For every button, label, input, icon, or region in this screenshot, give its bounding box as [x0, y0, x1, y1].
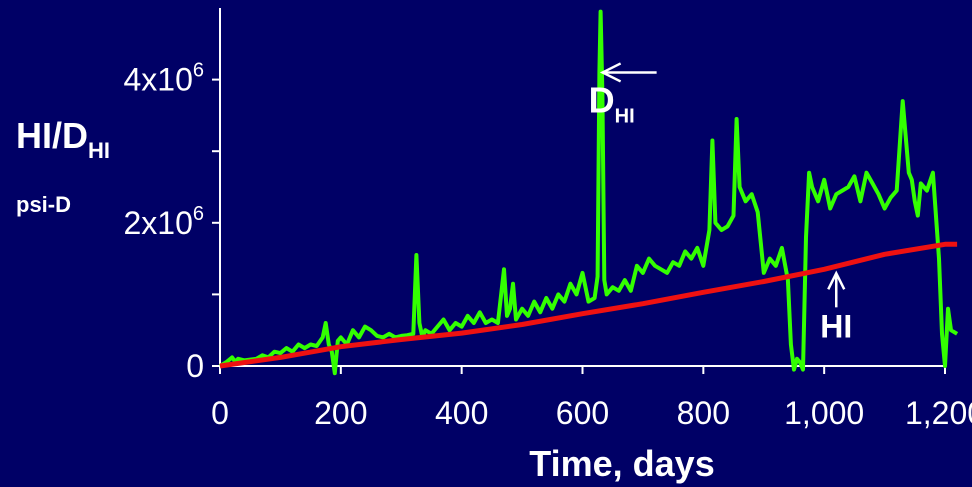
x-tick-label: 0 — [211, 395, 229, 431]
y-tick-label: 4x106 — [123, 60, 204, 98]
x-tick-label: 1,000 — [784, 395, 864, 431]
y-tick-label-base: 4x10 — [123, 62, 192, 98]
y-tick-label-base: 2x10 — [123, 205, 192, 241]
x-tick-label: 800 — [677, 395, 730, 431]
y-tick-label-exp: 6 — [193, 203, 204, 225]
y-tick-label: 0 — [186, 348, 204, 384]
x-axis: 0 200 400 600 800 1,000 1,200 — [211, 366, 972, 431]
y-axis-label-main: HI/D — [16, 115, 88, 156]
x-tick-label: 600 — [556, 395, 609, 431]
annotation-arrowhead-dhi — [599, 62, 622, 83]
y-axis-label: HI/DHI — [16, 115, 110, 163]
x-tick-label: 200 — [314, 395, 367, 431]
x-tick-label: 400 — [435, 395, 488, 431]
annotations: DHI HI — [589, 62, 852, 344]
annotation-arrowhead-hi — [827, 270, 846, 290]
y-axis-label-sub: HI — [88, 138, 110, 163]
series-group — [218, 9, 959, 376]
annotation-label-hi: HI — [820, 308, 852, 344]
x-axis-label: Time, days — [529, 443, 714, 484]
y-tick-label: 2x106 — [123, 203, 204, 241]
y-tick-label-exp: 6 — [193, 60, 204, 82]
y-tick-label-base: 0 — [186, 348, 204, 384]
y-axis-units: psi-D — [16, 192, 71, 217]
x-tick-label: 1,200 — [905, 395, 972, 431]
series-line-hi — [219, 241, 958, 369]
annotation-label-dhi: DHI — [589, 79, 635, 127]
series-line-dhi — [218, 9, 959, 376]
